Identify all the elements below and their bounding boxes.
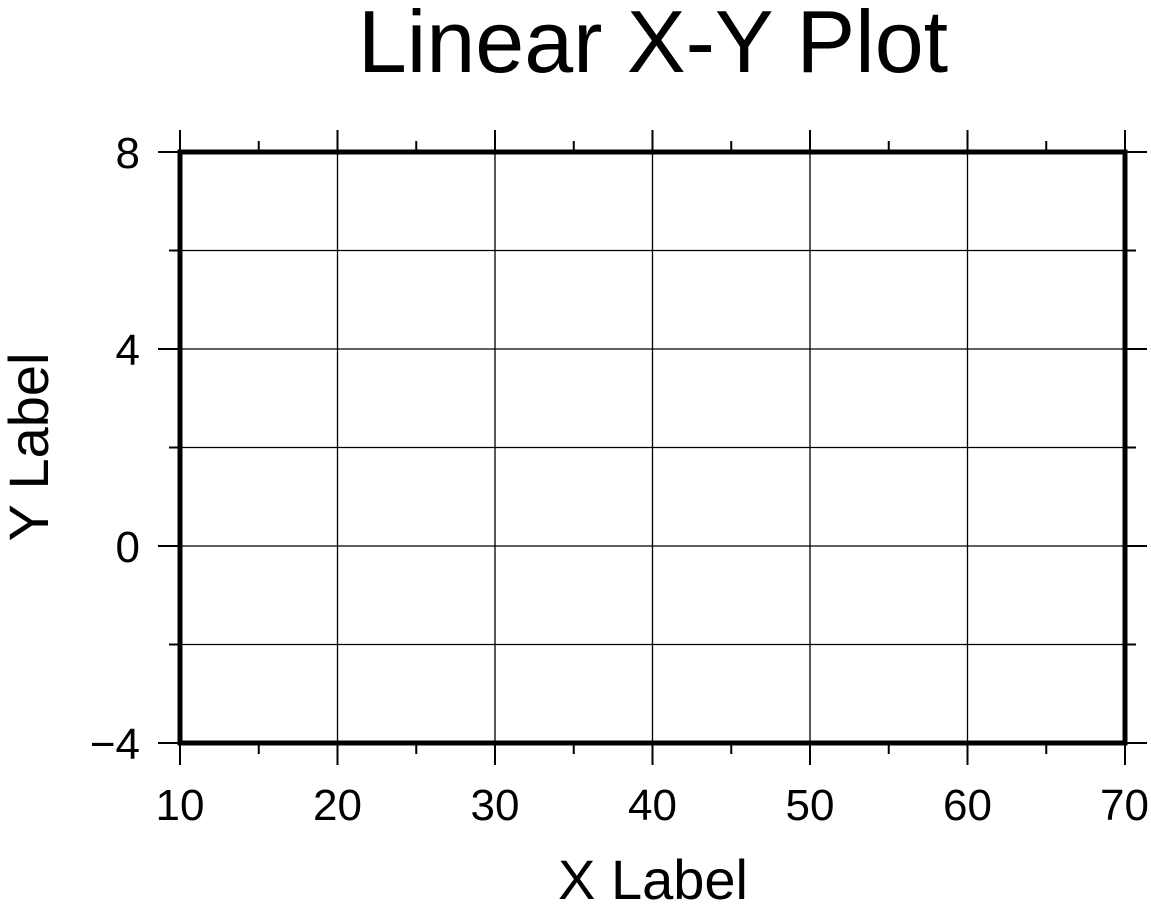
chart-title: Linear X-Y Plot xyxy=(358,0,948,91)
x-tick-label: 40 xyxy=(628,781,677,830)
y-tick-label: 8 xyxy=(116,129,140,178)
y-tick-label: −4 xyxy=(90,720,140,769)
y-tick-label: 4 xyxy=(116,326,140,375)
y-tick-labels: −4 0 4 8 xyxy=(90,129,140,769)
x-tick-label: 10 xyxy=(156,781,205,830)
axis-ticks xyxy=(158,130,1147,765)
x-tick-label: 50 xyxy=(786,781,835,830)
y-tick-label: 0 xyxy=(116,523,140,572)
x-tick-labels: 10 20 30 40 50 60 70 xyxy=(156,781,1149,830)
x-tick-label: 60 xyxy=(943,781,992,830)
grid-lines xyxy=(179,151,1126,744)
x-tick-label: 30 xyxy=(471,781,520,830)
x-tick-label: 70 xyxy=(1100,781,1149,830)
plot-frame xyxy=(177,149,1128,746)
x-axis-label: X Label xyxy=(558,848,748,904)
y-axis-label: Y Label xyxy=(0,353,60,542)
x-tick-label: 20 xyxy=(313,781,362,830)
